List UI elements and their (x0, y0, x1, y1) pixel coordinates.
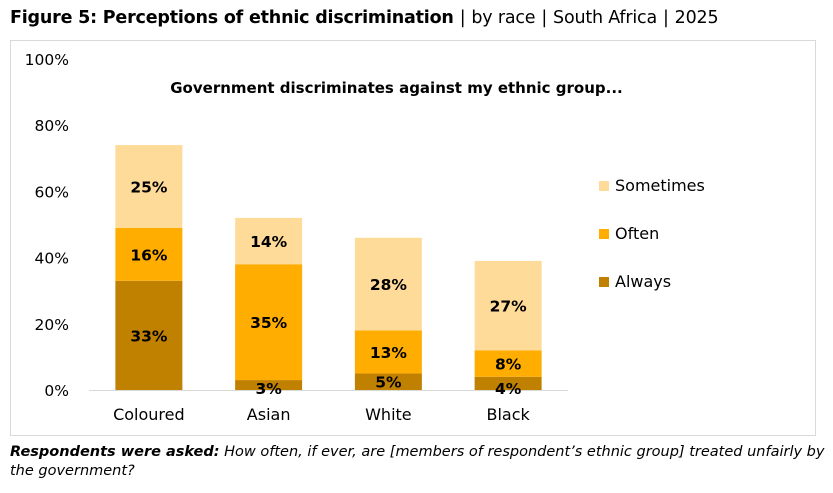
title-separator: | (541, 8, 548, 28)
figure-title-main: Figure 5: Perceptions of ethnic discrimi… (10, 8, 454, 28)
bar-segment-sometimes (354, 237, 422, 331)
data-label: 33% (130, 327, 168, 345)
x-tick-label: White (365, 405, 412, 424)
legend-swatch (599, 229, 609, 239)
legend-swatch (599, 181, 609, 191)
data-label: 13% (370, 344, 408, 362)
data-label: 4% (495, 380, 522, 398)
title-separator: | (459, 8, 466, 28)
y-tick-label: 40% (35, 250, 69, 268)
x-tick-label: Asian (247, 405, 291, 424)
stacked-bar-chart: Government discriminates against my ethn… (25, 51, 705, 424)
y-tick-label: 20% (35, 316, 69, 334)
y-tick-label: 60% (35, 183, 69, 201)
y-tick-label: 80% (35, 117, 69, 135)
footnote: Respondents were asked: How often, if ev… (10, 443, 825, 481)
data-label: 25% (130, 178, 168, 196)
title-meta-country: South Africa (553, 8, 657, 28)
x-tick-label: Coloured (113, 405, 185, 424)
legend-label: Sometimes (615, 176, 705, 195)
legend-label: Often (615, 224, 659, 243)
chart-frame: Government discriminates against my ethn… (10, 40, 816, 436)
legend-swatch (599, 277, 609, 287)
data-label: 8% (495, 356, 522, 374)
footnote-lead: Respondents were asked: (10, 444, 220, 460)
bar-segment-often (115, 227, 183, 281)
data-label: 27% (490, 298, 528, 316)
chart-title: Government discriminates against my ethn… (170, 79, 622, 97)
title-meta-year: 2025 (674, 8, 719, 28)
bar-segment-sometimes (235, 217, 303, 265)
bar-segment-always (474, 376, 542, 390)
bar-segment-often (474, 350, 542, 377)
title-separator: | (662, 8, 669, 28)
title-meta-race: by race (471, 8, 536, 28)
data-label: 5% (375, 374, 402, 392)
data-label: 14% (250, 233, 288, 251)
bar-segment-sometimes (474, 260, 542, 351)
x-tick-label: Black (486, 405, 530, 424)
figure-title: Figure 5: Perceptions of ethnic discrimi… (10, 6, 719, 30)
footnote-question: How often, if ever, are [members of resp… (10, 444, 825, 479)
y-tick-label: 100% (25, 51, 69, 69)
data-label: 35% (250, 314, 288, 332)
bar-segment-always (115, 280, 183, 390)
data-label: 16% (130, 246, 168, 264)
bar-segment-often (235, 264, 303, 381)
y-tick-label: 0% (44, 382, 69, 400)
bar-segment-sometimes (115, 145, 183, 228)
data-label: 3% (255, 380, 282, 398)
data-label: 28% (370, 276, 408, 294)
bar-segment-often (354, 330, 422, 374)
bar-segment-always (354, 373, 422, 390)
legend-label: Always (615, 272, 671, 291)
bar-segment-always (235, 380, 303, 390)
